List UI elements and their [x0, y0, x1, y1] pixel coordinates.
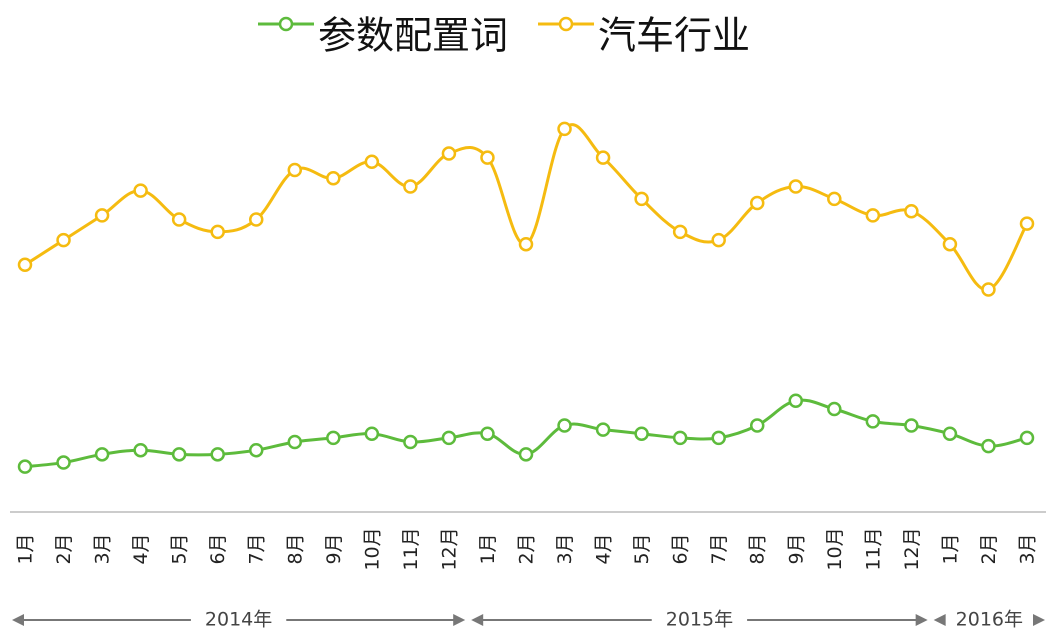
- year-arrow-head: [453, 614, 466, 626]
- x-tick-label: 2月: [53, 533, 75, 564]
- x-tick-label: 11月: [400, 527, 422, 570]
- data-point: [287, 162, 303, 178]
- x-tick-label: 1月: [477, 533, 499, 564]
- data-point: [248, 212, 264, 227]
- legend-label: 参数配置词: [318, 14, 508, 58]
- x-tick-label: 8月: [747, 533, 769, 564]
- x-tick-label: 4月: [130, 533, 152, 564]
- x-tick-label: 2月: [978, 533, 1000, 564]
- year-label: 2015年: [666, 609, 733, 630]
- legend-marker: [558, 16, 574, 32]
- data-point: [904, 418, 919, 433]
- data-point: [865, 208, 881, 223]
- x-tick-label: 7月: [708, 533, 730, 564]
- data-point: [518, 447, 534, 462]
- year-label: 2016年: [956, 609, 1023, 630]
- x-tick-label: 4月: [593, 533, 615, 564]
- x-tick-label: 6月: [207, 533, 229, 564]
- data-point: [981, 438, 996, 454]
- data-point: [672, 224, 688, 240]
- data-point: [133, 183, 148, 198]
- x-tick-label: 3月: [1017, 533, 1039, 564]
- x-tick-label: 3月: [92, 533, 114, 564]
- data-point: [595, 150, 611, 165]
- year-arrow-head: [933, 614, 946, 626]
- data-point: [364, 426, 380, 441]
- x-tick-label: 10月: [824, 527, 846, 570]
- data-point: [480, 150, 495, 165]
- data-point: [248, 442, 264, 458]
- data-point: [557, 418, 572, 433]
- data-point: [287, 434, 303, 450]
- legend-label: 汽车行业: [598, 14, 750, 58]
- data-point: [326, 171, 341, 186]
- data-point: [17, 257, 33, 273]
- data-point: [904, 203, 919, 219]
- data-point: [403, 434, 418, 450]
- data-point: [403, 179, 418, 194]
- data-point: [364, 154, 380, 170]
- data-point: [210, 447, 225, 462]
- data-point: [557, 121, 572, 137]
- x-tick-label: 12月: [901, 527, 923, 570]
- data-point: [788, 179, 804, 194]
- data-point: [56, 232, 71, 248]
- data-point: [595, 422, 611, 437]
- data-point: [56, 455, 71, 470]
- x-tick-label: 1月: [939, 533, 961, 564]
- data-point: [441, 430, 457, 446]
- x-tick-label: 6月: [670, 533, 692, 564]
- data-point: [634, 191, 649, 207]
- data-point: [1019, 216, 1035, 231]
- x-tick-label: 10月: [361, 527, 383, 570]
- year-arrow-head: [915, 614, 928, 626]
- data-point: [17, 459, 33, 474]
- data-point: [210, 224, 225, 240]
- data-point: [1019, 430, 1035, 446]
- data-point: [749, 418, 765, 433]
- data-point: [634, 426, 649, 441]
- data-point: [942, 236, 958, 252]
- data-point: [827, 401, 842, 417]
- data-point: [865, 414, 881, 429]
- data-point: [171, 447, 187, 462]
- data-point: [981, 282, 996, 297]
- year-arrow-head: [12, 614, 24, 626]
- x-tick-label: 11月: [862, 527, 884, 570]
- data-point: [942, 426, 958, 441]
- legend-marker: [278, 16, 294, 32]
- data-point: [827, 191, 842, 207]
- x-tick-label: 9月: [323, 533, 345, 564]
- year-label: 2014年: [205, 609, 272, 630]
- data-point: [711, 430, 726, 446]
- x-tick-label: 3月: [554, 533, 576, 564]
- data-point: [94, 208, 110, 223]
- data-point: [480, 426, 495, 441]
- data-point: [711, 232, 726, 248]
- data-point: [518, 236, 534, 252]
- data-point: [133, 442, 148, 458]
- year-arrow-head: [471, 614, 484, 626]
- x-tick-label: 5月: [169, 533, 191, 564]
- data-point: [749, 195, 765, 211]
- data-point: [788, 393, 804, 409]
- data-point: [326, 430, 341, 446]
- x-tick-label: 12月: [438, 527, 460, 570]
- data-point: [441, 146, 457, 161]
- data-point: [672, 430, 688, 446]
- x-tick-label: 2月: [516, 533, 538, 564]
- x-tick-label: 5月: [631, 533, 653, 564]
- data-point: [94, 447, 110, 462]
- x-tick-label: 8月: [284, 533, 306, 564]
- x-tick-label: 9月: [785, 533, 807, 564]
- data-point: [171, 212, 187, 227]
- year-arrow-head: [1033, 614, 1045, 626]
- series-line: [24, 123, 1029, 292]
- x-tick-label: 1月: [15, 533, 37, 564]
- x-tick-label: 7月: [246, 533, 268, 564]
